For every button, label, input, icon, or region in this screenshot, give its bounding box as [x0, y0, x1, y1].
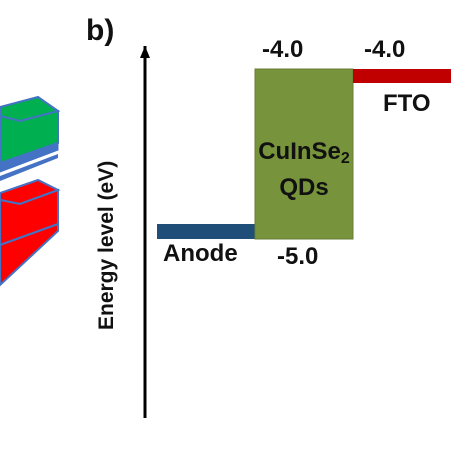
blue-edge-strip [0, 154, 58, 181]
qd-top-value: -4.0 [262, 36, 304, 63]
qd-label: CuInSe2 QDs [255, 134, 353, 206]
fto-level-bar [353, 69, 451, 83]
green-layer-side [0, 142, 59, 173]
anode-label: Anode [163, 240, 238, 267]
panel-label: b) [86, 14, 115, 47]
red-layer-front [0, 188, 59, 247]
y-axis-label: Energy level (eV) [95, 160, 118, 330]
red-layer-lower [0, 222, 59, 287]
left-panel-fragment [0, 95, 61, 287]
fto-label: FTO [383, 90, 431, 117]
qd-band-box [254, 68, 354, 240]
qd-label-main: CuInSe [258, 138, 341, 165]
green-layer-front [0, 109, 59, 165]
qd-label-line2: QDs [279, 174, 329, 201]
fto-value: -4.0 [364, 36, 406, 63]
qd-label-line1: CuInSe2 [255, 134, 353, 170]
anode-level-bar [157, 224, 255, 239]
qd-bottom-value: -5.0 [277, 243, 319, 270]
qd-label-subscript: 2 [340, 150, 350, 167]
